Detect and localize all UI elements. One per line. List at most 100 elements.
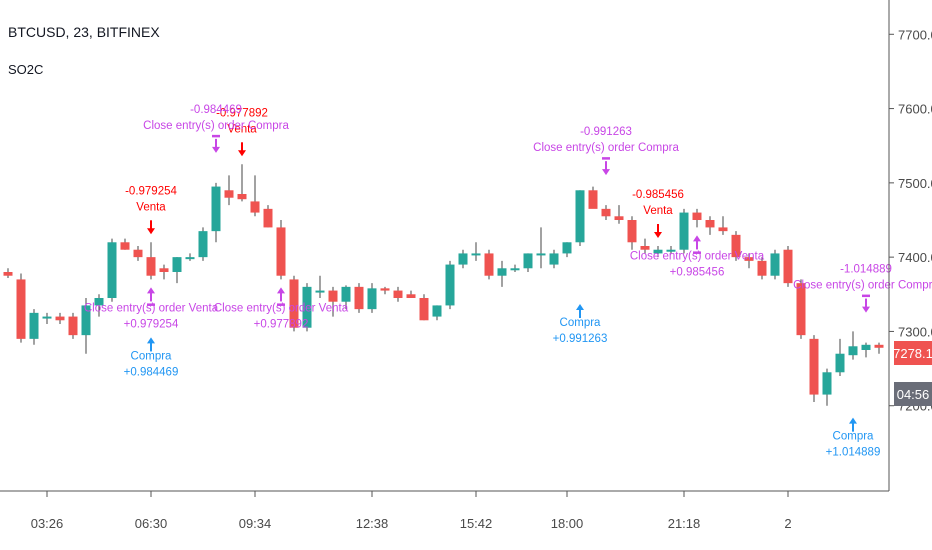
candle xyxy=(159,264,169,280)
signal-label: Compra xyxy=(560,317,602,329)
study-name[interactable]: SO2C xyxy=(8,62,44,77)
signal-label: Close entry(s) order Venta xyxy=(630,250,765,262)
candle xyxy=(146,242,156,280)
candle xyxy=(783,246,793,287)
signal-arrow-head xyxy=(576,304,584,310)
time-tick-label: 09:34 xyxy=(239,516,272,531)
candle xyxy=(679,208,689,254)
candle xyxy=(692,208,702,228)
signal-arrow-cap xyxy=(147,303,155,306)
candle-body xyxy=(29,312,39,339)
candle-body xyxy=(484,253,494,276)
signal-arrow-head xyxy=(147,228,155,235)
candle-body xyxy=(653,249,663,254)
candle xyxy=(536,227,546,269)
candle-body xyxy=(588,190,598,209)
candle xyxy=(55,312,65,324)
candle-body xyxy=(68,316,78,336)
signal-label: -1.014889 xyxy=(840,264,892,276)
candle-body xyxy=(445,264,455,306)
candle-body xyxy=(250,201,260,213)
signal-label: +0.977892 xyxy=(254,318,309,330)
signal-arrow-head xyxy=(212,146,220,153)
countdown-badge: 04:56 xyxy=(894,382,932,406)
candle-body xyxy=(744,257,754,261)
candle xyxy=(315,275,325,298)
candle xyxy=(809,335,819,402)
time-tick-label: 03:26 xyxy=(31,516,64,531)
candle xyxy=(380,286,390,295)
signal-arrow-head xyxy=(238,150,246,157)
candle xyxy=(588,186,598,209)
candle-body xyxy=(185,257,195,260)
last-price-badge: 7278.1 xyxy=(893,341,932,365)
candle-body xyxy=(380,288,390,291)
signal-close-above: -0.984469 Close entry(s) order Compra xyxy=(143,104,289,153)
candle-body xyxy=(640,246,650,250)
candle xyxy=(835,338,845,376)
candle xyxy=(302,283,312,332)
signal-label: Close entry(s) order Venta xyxy=(84,302,219,314)
candle xyxy=(718,216,728,235)
candle-body xyxy=(783,249,793,284)
candle-body xyxy=(692,212,702,220)
candle-body xyxy=(835,353,845,373)
signal-label: +0.979254 xyxy=(124,318,179,330)
price-tick-label: 7400.0 xyxy=(898,250,932,265)
candle xyxy=(185,253,195,261)
time-tick-label: 12:38 xyxy=(356,516,389,531)
time-axis[interactable]: 03:26 06:30 09:34 12:38 15:42 18:00 21:18 2 xyxy=(31,491,792,531)
signal-arrow-head xyxy=(602,169,610,176)
candle-body xyxy=(731,234,741,258)
candles-layer xyxy=(3,164,884,406)
signal-close-above: -0.991263 Close entry(s) order Compra xyxy=(533,126,679,176)
candle xyxy=(367,283,377,313)
candle xyxy=(458,249,468,269)
candle-body xyxy=(393,290,403,298)
signal-label: -0.984469 xyxy=(190,104,242,116)
candle xyxy=(874,342,884,354)
candle-body xyxy=(146,257,156,276)
signal-arrow-head xyxy=(277,287,285,294)
price-axis[interactable]: 7700.07600.07500.07400.07300.07200.0 xyxy=(889,27,932,414)
candle xyxy=(120,238,130,250)
candle xyxy=(575,190,585,246)
signal-label: Compra xyxy=(131,350,173,362)
candle-body xyxy=(276,227,286,276)
price-tick-label: 7300.0 xyxy=(898,324,932,339)
candle xyxy=(484,249,494,280)
candle xyxy=(744,253,754,269)
candle xyxy=(42,312,52,324)
candle xyxy=(562,242,572,258)
candle xyxy=(614,205,624,224)
candle-body xyxy=(666,249,676,252)
time-tick-label: 18:00 xyxy=(551,516,584,531)
candle-body xyxy=(107,242,117,298)
signal-close-below: Close entry(s) order Venta +0.977892 xyxy=(214,287,349,330)
signal-arrow-cap xyxy=(862,294,870,298)
candle xyxy=(549,249,559,269)
symbol-title[interactable]: BTCUSD, 23, BITFINEX xyxy=(8,24,160,40)
signal-buy: Compra +0.991263 xyxy=(553,304,607,345)
last-price-label: 7278.1 xyxy=(893,346,932,361)
signal-label: Compra xyxy=(833,431,875,443)
signal-label: +0.984469 xyxy=(124,366,179,378)
signal-buy: Compra +1.014889 xyxy=(826,417,881,459)
price-tick-label: 7700.0 xyxy=(898,27,932,42)
signal-arrow-head xyxy=(147,287,155,294)
candle-body xyxy=(406,294,416,298)
candle-body xyxy=(341,286,351,302)
candle xyxy=(16,273,26,343)
candle xyxy=(731,231,741,261)
candle-body xyxy=(367,288,377,310)
candle xyxy=(861,342,871,358)
candle-body xyxy=(432,305,442,317)
candle-body xyxy=(471,253,481,256)
time-tick-label: 2 xyxy=(784,516,791,531)
candle-body xyxy=(55,316,65,321)
signal-label: +1.014889 xyxy=(826,447,881,459)
signal-arrow-cap xyxy=(277,303,285,306)
candle xyxy=(211,182,221,243)
time-tick-label: 06:30 xyxy=(135,516,168,531)
